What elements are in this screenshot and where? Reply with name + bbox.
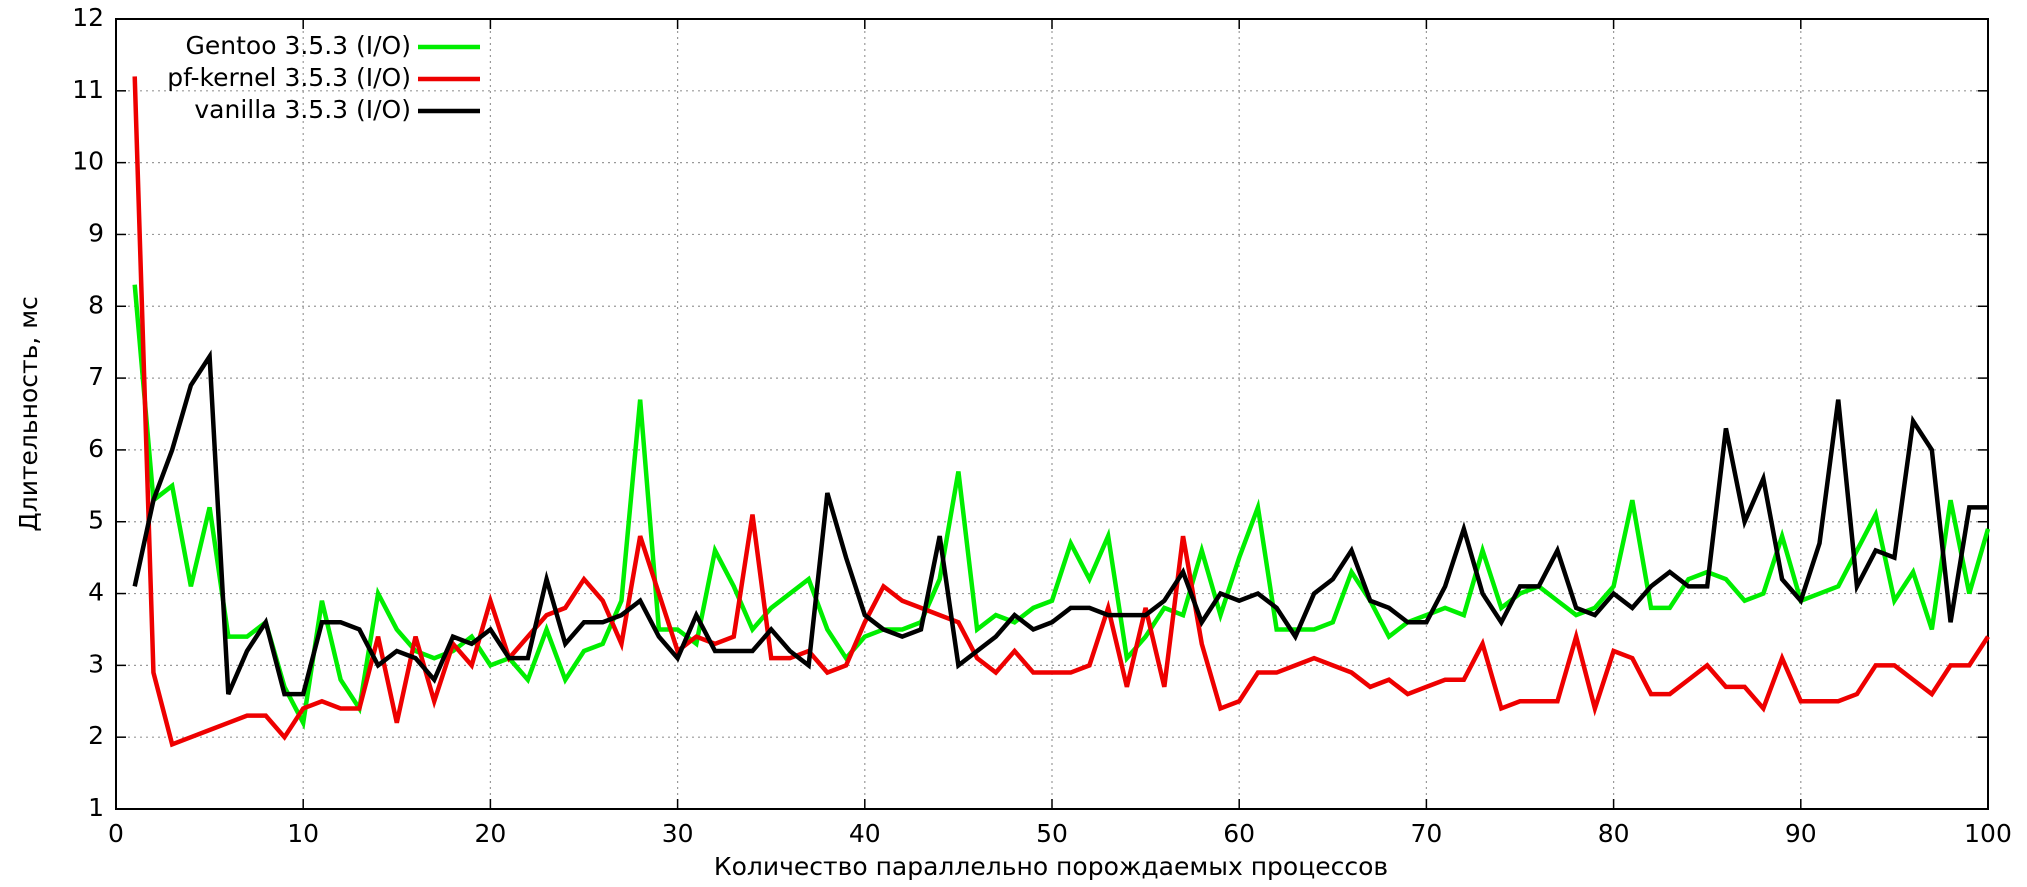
x-tick-label: 50 [1036,819,1068,848]
y-tick-label: 11 [72,75,104,104]
y-tick-label: 9 [88,218,104,247]
x-tick-label: 20 [474,819,506,848]
legend-label: vanilla 3.5.3 (I/O) [194,95,411,124]
y-tick-label: 8 [88,290,104,319]
y-tick-label: 10 [72,147,104,176]
x-tick-label: 90 [1785,819,1817,848]
x-tick-label: 40 [849,819,881,848]
y-tick-label: 6 [88,434,104,463]
y-tick-label: 1 [88,793,104,822]
x-tick-label: 70 [1410,819,1442,848]
x-tick-label: 100 [1964,819,2012,848]
legend-label: Gentoo 3.5.3 (I/O) [186,31,411,60]
legend-label: pf-kernel 3.5.3 (I/O) [167,63,411,92]
y-tick-label: 2 [88,721,104,750]
x-tick-label: 30 [662,819,694,848]
x-tick-label: 0 [108,819,124,848]
y-tick-label: 7 [88,362,104,391]
y-tick-label: 12 [72,3,104,32]
y-tick-label: 4 [88,578,104,607]
x-tick-label: 10 [287,819,319,848]
plot-frame [115,18,1989,810]
y-axis-label: Длительность, мс [14,296,43,532]
series-line [132,76,1990,748]
x-axis-label: Количество параллельно порождаемых проце… [714,852,1388,881]
y-tick-label: 3 [88,649,104,678]
series-line [132,349,1988,697]
y-tick-label: 5 [88,506,104,535]
x-tick-label: 60 [1223,819,1255,848]
x-tick-label: 80 [1598,819,1630,848]
